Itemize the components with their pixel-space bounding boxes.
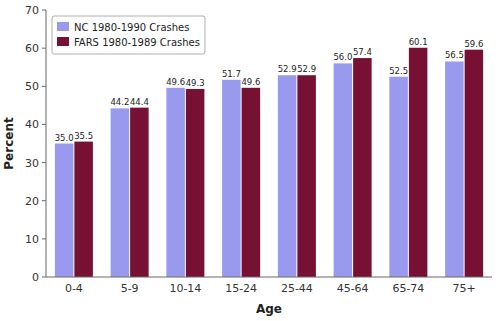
- x-tick-label: 15-24: [225, 282, 257, 295]
- data-label: 52.9: [278, 64, 297, 74]
- bar: [222, 80, 241, 277]
- data-label: 49.6: [241, 77, 260, 87]
- bar: [74, 142, 93, 277]
- bars: [55, 48, 483, 277]
- y-tick: [42, 10, 46, 11]
- bar: [465, 50, 484, 277]
- bar: [445, 61, 464, 277]
- y-tick-label: 0: [32, 271, 39, 284]
- y-tick-label: 10: [25, 233, 39, 246]
- y-tick: [42, 124, 46, 125]
- bar: [389, 77, 408, 277]
- y-tick-label: 60: [25, 42, 39, 55]
- data-label: 52.9: [297, 64, 316, 74]
- legend-label: FARS 1980-1989 Crashes: [74, 37, 200, 48]
- x-tick-label: 5-9: [121, 282, 139, 295]
- data-label: 49.3: [186, 78, 205, 88]
- y-tick-label: 30: [25, 157, 39, 170]
- data-label: 52.5: [389, 66, 408, 76]
- y-tick-label: 50: [25, 80, 39, 93]
- bar: [55, 144, 74, 278]
- y-axis-label: Percent: [2, 117, 16, 170]
- data-label: 57.4: [353, 47, 372, 57]
- data-label: 56.5: [445, 50, 464, 60]
- x-tick-label: 75+: [453, 282, 476, 295]
- bar: [409, 48, 428, 277]
- x-tick-label: 0-4: [65, 282, 83, 295]
- y-tick: [42, 86, 46, 87]
- chart: 01020304050607035.044.249.651.752.956.05…: [0, 0, 500, 321]
- data-label: 49.6: [166, 77, 185, 87]
- bar: [111, 108, 130, 277]
- bar: [242, 88, 261, 277]
- x-axis-line: [46, 277, 492, 278]
- y-tick: [42, 238, 46, 239]
- bar: [353, 58, 372, 277]
- legend: NC 1980-1990 Crashes FARS 1980-1989 Crash…: [52, 16, 205, 54]
- y-tick-label: 20: [25, 195, 39, 208]
- x-tick-label: 45-64: [337, 282, 369, 295]
- data-label: 35.0: [55, 133, 74, 143]
- y-tick: [42, 48, 46, 49]
- bar: [278, 75, 297, 277]
- legend-label: NC 1980-1990 Crashes: [74, 22, 189, 33]
- bar: [186, 89, 205, 277]
- x-tick-label: 65-74: [392, 282, 424, 295]
- data-label: 59.6: [464, 39, 483, 49]
- data-label: 51.7: [222, 69, 241, 79]
- legend-box: [52, 16, 205, 54]
- chart-container: 01020304050607035.044.249.651.752.956.05…: [0, 0, 500, 321]
- bar: [130, 108, 149, 277]
- x-tick-label: 10-14: [169, 282, 201, 295]
- bar: [334, 63, 353, 277]
- y-tick: [42, 277, 46, 278]
- x-tick-label: 25-44: [281, 282, 313, 295]
- x-axis-label: Age: [256, 302, 282, 316]
- bar: [166, 88, 185, 277]
- data-label: 35.5: [74, 131, 93, 141]
- x-axis: 0-4 5-9 10-14 15-24 25-44 45-64 65-74 75+: [46, 277, 492, 295]
- y-tick: [42, 200, 46, 201]
- data-label: 44.2: [110, 97, 129, 107]
- y-tick-label: 70: [25, 4, 39, 17]
- y-tick-label: 40: [25, 118, 39, 131]
- y-tick: [42, 162, 46, 163]
- bar: [297, 75, 316, 277]
- data-label: 44.4: [130, 97, 149, 107]
- y-axis: 0 10 20 30 40 50 60 70: [25, 4, 46, 284]
- legend-swatch: [57, 37, 69, 46]
- legend-swatch: [57, 22, 69, 31]
- data-label: 60.1: [409, 37, 428, 47]
- y-axis-line: [46, 10, 47, 277]
- data-label: 56.0: [333, 52, 352, 62]
